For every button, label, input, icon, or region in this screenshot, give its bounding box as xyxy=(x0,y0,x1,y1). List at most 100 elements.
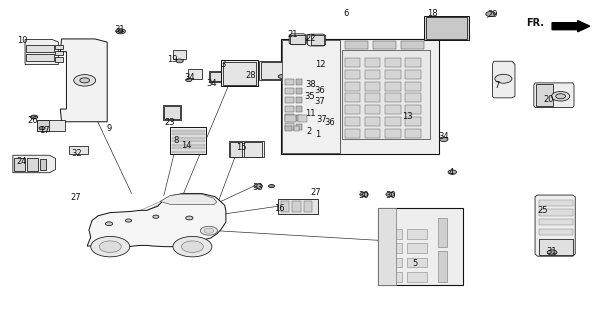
Text: 7: 7 xyxy=(495,81,500,90)
Bar xyxy=(285,116,296,123)
Bar xyxy=(27,158,38,171)
Circle shape xyxy=(126,219,132,222)
Bar xyxy=(365,58,381,67)
Text: 18: 18 xyxy=(428,9,438,18)
Bar xyxy=(373,42,396,49)
Text: 34: 34 xyxy=(207,79,217,88)
Bar xyxy=(178,130,201,144)
Circle shape xyxy=(200,226,217,235)
Bar xyxy=(405,82,421,91)
Text: 26: 26 xyxy=(27,116,38,125)
Polygon shape xyxy=(535,195,575,256)
Text: 28: 28 xyxy=(245,71,256,80)
Bar xyxy=(345,129,361,138)
Bar xyxy=(407,258,427,268)
Bar xyxy=(14,158,25,171)
Bar xyxy=(345,105,361,114)
Bar xyxy=(539,209,573,216)
Bar xyxy=(230,142,242,157)
Bar xyxy=(405,129,421,138)
Bar xyxy=(401,42,424,49)
Bar xyxy=(171,130,204,132)
Bar xyxy=(345,70,361,79)
Polygon shape xyxy=(289,34,306,45)
Bar xyxy=(294,125,299,131)
Bar xyxy=(407,244,427,253)
Bar xyxy=(385,105,401,114)
Text: 34: 34 xyxy=(439,132,449,140)
Bar xyxy=(378,208,396,285)
Bar xyxy=(539,219,573,225)
Bar xyxy=(405,93,421,102)
Circle shape xyxy=(486,12,495,17)
Bar xyxy=(298,116,307,123)
Text: 23: 23 xyxy=(165,118,175,127)
Text: 10: 10 xyxy=(16,36,27,45)
Text: 37: 37 xyxy=(316,115,327,124)
Bar xyxy=(171,144,204,146)
Bar xyxy=(383,258,403,268)
Text: 13: 13 xyxy=(402,113,412,122)
Text: 24: 24 xyxy=(16,157,27,166)
Bar xyxy=(56,57,63,62)
Bar xyxy=(292,201,301,212)
Text: 31: 31 xyxy=(114,25,124,34)
Bar xyxy=(221,60,257,86)
Circle shape xyxy=(91,236,130,257)
Polygon shape xyxy=(160,194,217,204)
Circle shape xyxy=(99,241,121,252)
Bar xyxy=(285,88,294,94)
Bar xyxy=(69,146,88,154)
Bar xyxy=(285,125,292,131)
Text: 27: 27 xyxy=(310,188,321,197)
Text: 4: 4 xyxy=(448,168,454,177)
Bar xyxy=(365,129,381,138)
Text: 38: 38 xyxy=(306,80,317,89)
Bar xyxy=(296,79,302,85)
Bar xyxy=(229,141,264,157)
Bar xyxy=(407,229,427,239)
Text: 20: 20 xyxy=(543,95,554,104)
Bar xyxy=(285,106,294,112)
Bar xyxy=(281,201,289,212)
Bar xyxy=(296,106,302,112)
Bar xyxy=(281,39,439,154)
Bar xyxy=(365,82,381,91)
Text: 33: 33 xyxy=(253,183,264,192)
Bar xyxy=(259,60,285,80)
Circle shape xyxy=(386,192,395,197)
Bar xyxy=(345,93,361,102)
Text: 15: 15 xyxy=(236,143,246,152)
Bar xyxy=(56,51,63,55)
Text: 27: 27 xyxy=(70,193,81,202)
Bar xyxy=(26,45,54,52)
Circle shape xyxy=(439,137,448,141)
Bar xyxy=(385,117,401,126)
Bar xyxy=(296,124,302,130)
Bar xyxy=(177,129,203,145)
Text: 12: 12 xyxy=(315,60,326,69)
Bar xyxy=(405,70,421,79)
Polygon shape xyxy=(60,39,107,122)
Circle shape xyxy=(181,241,203,252)
Bar xyxy=(290,35,305,44)
Bar xyxy=(163,105,181,120)
Text: 30: 30 xyxy=(385,191,395,200)
Bar xyxy=(209,71,224,82)
Bar xyxy=(285,79,294,85)
Bar xyxy=(282,40,340,153)
Text: 32: 32 xyxy=(71,149,82,158)
Bar xyxy=(405,105,421,114)
Bar xyxy=(345,82,361,91)
Text: 9: 9 xyxy=(106,124,112,132)
Bar xyxy=(171,151,204,153)
Bar xyxy=(424,16,469,40)
Text: 6: 6 xyxy=(343,9,348,18)
Text: 25: 25 xyxy=(537,206,548,215)
Bar xyxy=(345,42,368,49)
Bar xyxy=(244,142,262,157)
Bar xyxy=(365,117,381,126)
Text: 17: 17 xyxy=(39,126,50,135)
Bar xyxy=(285,97,294,103)
Bar xyxy=(56,45,63,49)
